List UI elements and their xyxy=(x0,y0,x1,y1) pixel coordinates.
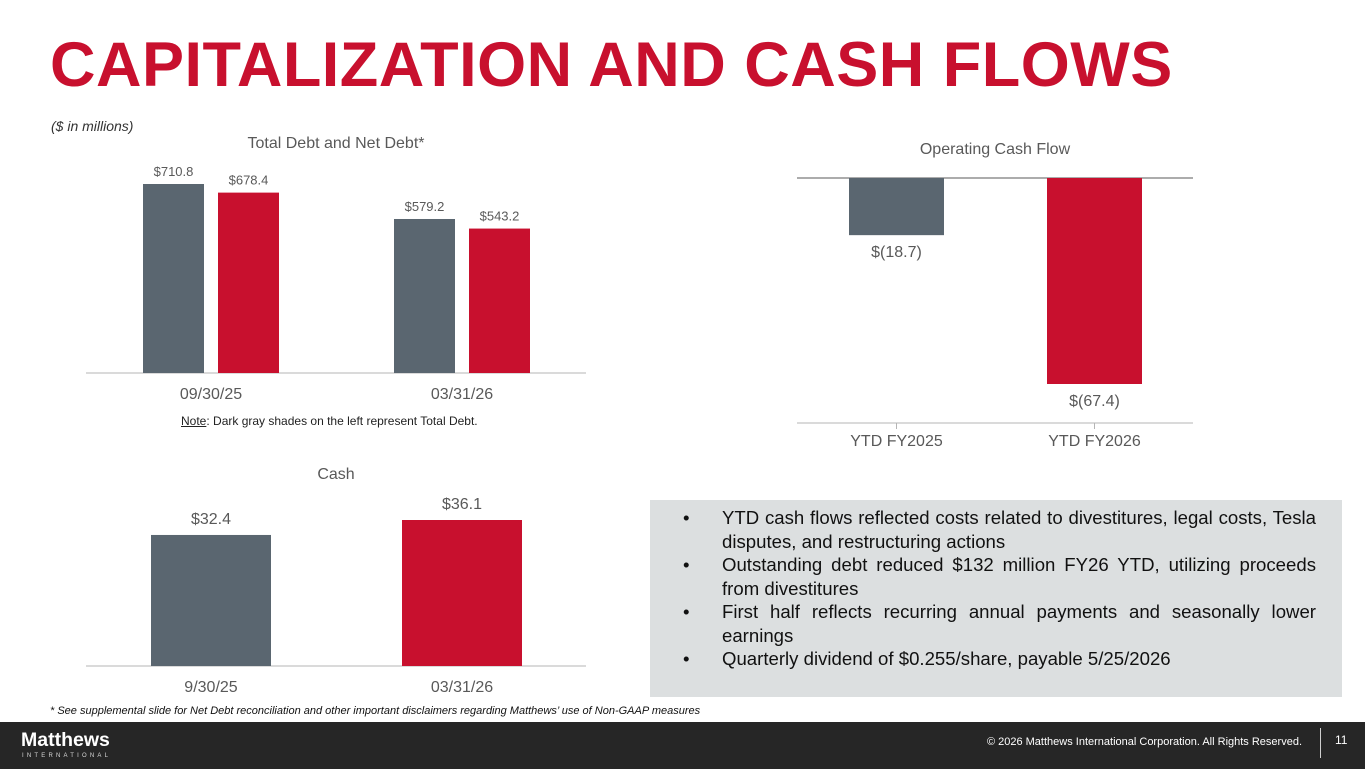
ocf-bar xyxy=(1047,178,1142,384)
debt-tick-label: 09/30/25 xyxy=(180,386,242,403)
ocf-tick-label: YTD FY2026 xyxy=(1048,433,1141,450)
debt-bar-label: $710.8 xyxy=(154,164,194,179)
footer-bar: Matthews INTERNATIONAL © 2026 Matthews I… xyxy=(0,722,1365,769)
cash-chart-title: Cash xyxy=(317,466,354,483)
bullet-item: First half reflects recurring annual pay… xyxy=(683,600,1316,647)
operating-cash-flow-chart: Operating Cash Flow $(18.7) YTD FY2025 $(6… xyxy=(797,141,1193,450)
page-number: 11 xyxy=(1335,733,1348,747)
ocf-bar-label: $(67.4) xyxy=(1069,393,1120,410)
debt-bar xyxy=(143,184,204,373)
cash-tick-label: 9/30/25 xyxy=(184,679,237,696)
debt-bar xyxy=(394,218,455,373)
debt-bar xyxy=(218,192,279,373)
ocf-bar-label: $(18.7) xyxy=(871,244,922,261)
footnote: * See supplemental slide for Net Debt re… xyxy=(50,705,701,717)
key-points-panel: YTD cash flows reflected costs related t… xyxy=(650,500,1342,697)
bullet-item: Quarterly dividend of $0.255/share, paya… xyxy=(683,647,1316,671)
debt-chart: Total Debt and Net Debt* $710.8 $678.4 09/… xyxy=(86,135,586,403)
debt-chart-note: Note: Dark gray shades on the left repre… xyxy=(181,414,478,428)
company-logo-subtitle: INTERNATIONAL xyxy=(22,753,112,759)
ocf-chart-title: Operating Cash Flow xyxy=(920,141,1071,158)
cash-bar xyxy=(151,534,271,666)
bullet-item: YTD cash flows reflected costs related t… xyxy=(683,506,1316,553)
debt-tick-label: 03/31/26 xyxy=(431,386,493,403)
copyright-text: © 2026 Matthews International Corporatio… xyxy=(986,736,1302,748)
debt-chart-title: Total Debt and Net Debt* xyxy=(248,135,425,152)
cash-chart: Cash $32.4 9/30/25 $36.1 03/31/26 xyxy=(86,466,586,696)
debt-bar xyxy=(469,228,530,373)
ocf-tick-label: YTD FY2025 xyxy=(850,433,943,450)
cash-bar-label: $36.1 xyxy=(442,496,482,513)
cash-bar xyxy=(402,520,522,666)
cash-tick-label: 03/31/26 xyxy=(431,679,493,696)
cash-bar-label: $32.4 xyxy=(191,511,231,528)
ocf-bar xyxy=(849,178,944,236)
units-note: ($ in millions) xyxy=(51,118,134,134)
debt-bar-label: $579.2 xyxy=(405,199,445,214)
page-title: CAPITALIZATION AND CASH FLOWS xyxy=(50,30,1173,100)
footer-divider xyxy=(1320,728,1321,758)
debt-bar-label: $678.4 xyxy=(229,173,269,188)
debt-bar-label: $543.2 xyxy=(480,209,520,224)
bullet-item: Outstanding debt reduced $132 million FY… xyxy=(683,553,1316,600)
company-logo: Matthews xyxy=(21,729,110,751)
